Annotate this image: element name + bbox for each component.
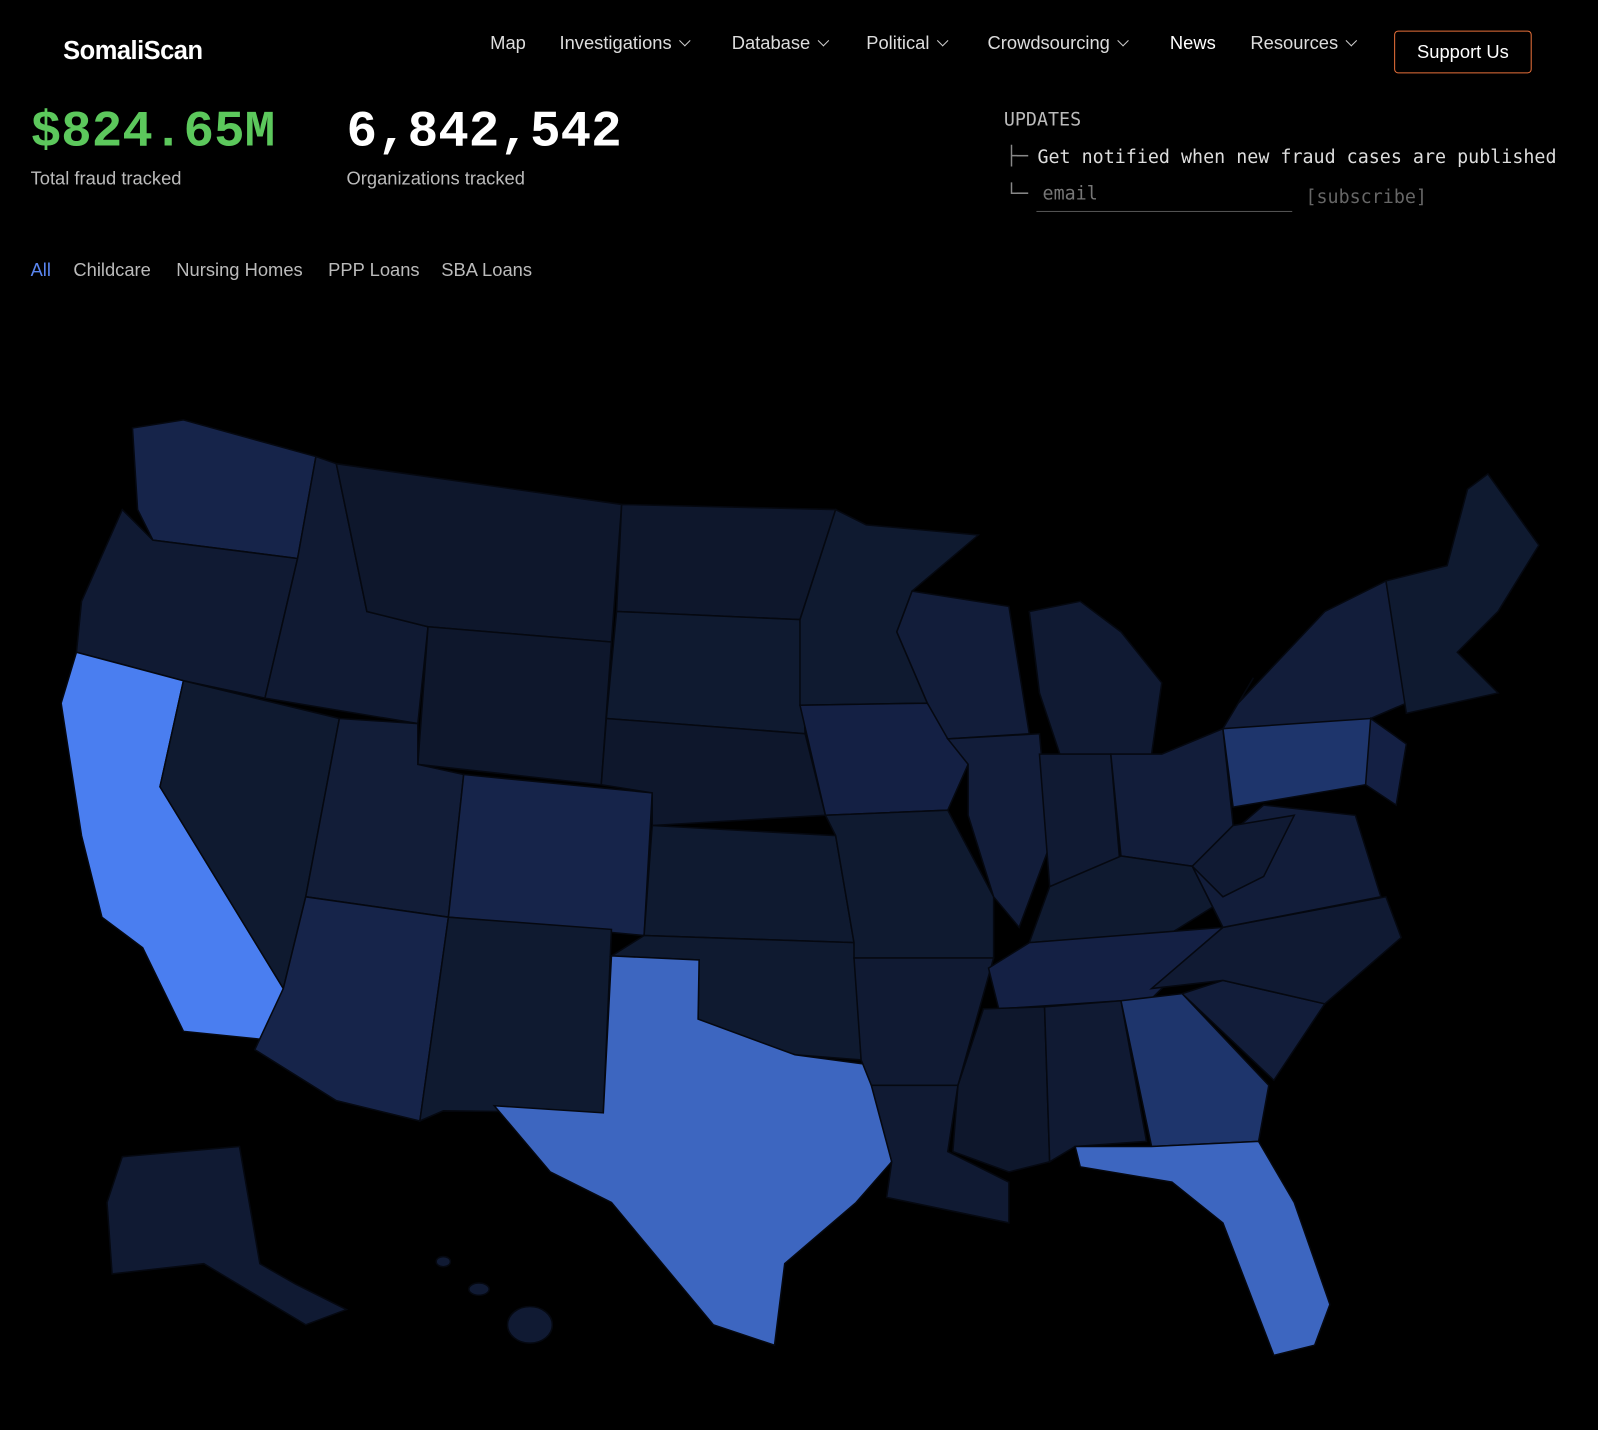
state[interactable]	[492, 955, 893, 1347]
state[interactable]	[870, 1084, 1010, 1224]
state[interactable]	[615, 503, 837, 621]
state[interactable]	[1043, 999, 1148, 1164]
filter-tab[interactable]: SBA Loans	[441, 259, 533, 281]
state[interactable]	[1028, 600, 1163, 755]
state[interactable]	[1074, 1140, 1331, 1357]
filter-tab[interactable]: Childcare	[73, 259, 151, 281]
stat-label: Total fraud tracked	[30, 168, 182, 189]
state[interactable]	[1385, 472, 1540, 715]
state[interactable]	[799, 702, 970, 817]
subscribe-button[interactable]: [subscribe]	[1305, 186, 1427, 208]
state[interactable]	[335, 462, 623, 643]
state[interactable]	[435, 1255, 452, 1268]
nav-dropdown[interactable]: Investigations	[559, 33, 691, 54]
filter-tab[interactable]: PPP Loans	[328, 259, 420, 281]
stat-label: Organizations tracked	[346, 168, 525, 189]
updates-title: UPDATES	[1003, 109, 1082, 131]
state[interactable]	[605, 610, 806, 735]
nav-dropdown[interactable]: Database	[732, 33, 830, 54]
filter-tab[interactable]: Nursing Homes	[176, 259, 303, 281]
state[interactable]	[417, 625, 613, 786]
nav-dropdown[interactable]: Political	[866, 33, 949, 54]
state[interactable]	[468, 1282, 490, 1297]
nav-link[interactable]: News	[1169, 32, 1216, 53]
state[interactable]	[1191, 814, 1296, 898]
nav-dropdown[interactable]: Resources	[1250, 33, 1358, 54]
updates-text: Get notified when new fraud cases are pu…	[1037, 146, 1557, 169]
state[interactable]	[643, 824, 855, 944]
state[interactable]	[447, 773, 654, 937]
tree-glyph: ├─	[1005, 145, 1028, 168]
nav-dropdown[interactable]: Crowdsourcing	[988, 33, 1129, 54]
stat-value: $824.65M	[30, 103, 276, 163]
state[interactable]	[75, 508, 299, 699]
tree-glyph: └─	[1005, 183, 1028, 205]
state[interactable]	[946, 732, 1051, 929]
states	[60, 419, 1540, 1357]
state[interactable]	[418, 916, 613, 1123]
email-input[interactable]: email	[1036, 183, 1293, 212]
filter-tab[interactable]: All	[30, 259, 51, 281]
support-button[interactable]: Support Us	[1394, 30, 1532, 74]
state[interactable]	[1364, 717, 1408, 807]
nav-link[interactable]: Map	[490, 32, 526, 53]
stat-value: 6,842,542	[346, 103, 622, 163]
state[interactable]	[106, 1145, 349, 1326]
state[interactable]	[1221, 579, 1408, 730]
state[interactable]	[506, 1305, 554, 1344]
logo[interactable]: SomaliScan	[63, 36, 203, 66]
state[interactable]	[131, 419, 317, 560]
state[interactable]	[1120, 992, 1270, 1148]
